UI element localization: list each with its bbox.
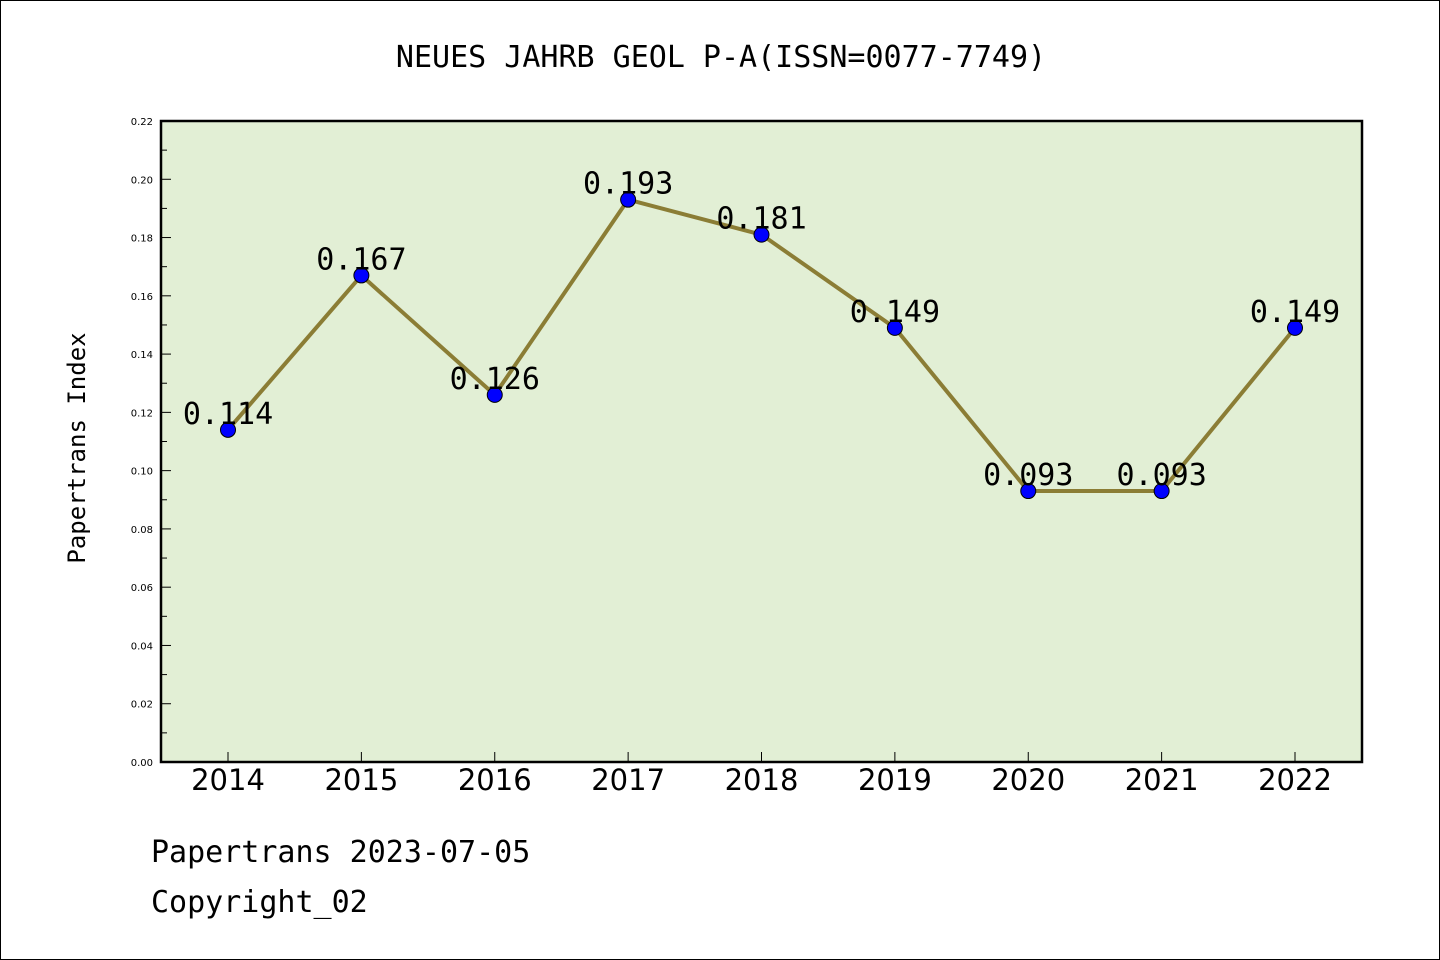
data-labels: 0.114 0.167 0.126 0.193 0.181 0.149 0.093 0.093… — [183, 167, 1340, 493]
y-tick-label: 0.22 — [131, 117, 153, 128]
y-tick-label: 0.04 — [131, 641, 153, 652]
data-point — [1287, 319, 1303, 336]
y-tick-label: 0.10 — [131, 467, 153, 478]
y-tick-label: 0.20 — [131, 175, 153, 186]
data-label: 0.149 — [1250, 295, 1340, 330]
data-point — [886, 319, 903, 336]
y-tick-label: 0.02 — [131, 700, 153, 711]
data-point — [1020, 483, 1037, 500]
x-tick-label: 2020 — [991, 763, 1065, 797]
y-axis-label: Papertrans Index — [63, 332, 91, 563]
y-tick-label: 0.00 — [131, 758, 153, 769]
chart-title: NEUES JAHRB GEOL P-A(ISSN=0077-7749) — [396, 40, 1046, 75]
data-label: 0.149 — [850, 295, 940, 330]
x-tick-label: 2016 — [458, 763, 532, 797]
x-tick-label: 2019 — [858, 763, 932, 797]
data-label: 0.193 — [583, 167, 673, 202]
y-tick-label: 0.06 — [131, 583, 153, 594]
data-point — [1153, 483, 1170, 500]
x-tick-label: 2014 — [191, 763, 265, 797]
x-tick-label: 2021 — [1125, 763, 1199, 797]
x-tick-label: 2017 — [591, 763, 665, 797]
data-label: 0.126 — [450, 362, 540, 397]
footer-copyright-text: Copyright_02 — [151, 885, 368, 920]
y-tick-label: 0.16 — [131, 292, 153, 303]
data-point — [220, 421, 236, 438]
x-tick-label: 2015 — [324, 763, 398, 797]
x-tick-label: 2022 — [1258, 763, 1332, 797]
data-point — [353, 267, 370, 284]
x-tick-label: 2018 — [725, 763, 799, 797]
data-label: 0.181 — [716, 202, 806, 237]
axis-ticks: 0.00 0.02 0.04 0.06 0.08 0.10 0.12 0.14 0.16 0.18… — [131, 117, 1332, 797]
y-tick-label: 0.12 — [131, 408, 153, 419]
data-label: 0.093 — [1116, 458, 1206, 493]
series-layer — [220, 191, 1303, 500]
data-label: 0.093 — [983, 458, 1073, 493]
y-tick-label: 0.18 — [131, 234, 153, 245]
y-tick-label: 0.08 — [131, 525, 153, 536]
y-tick-label: 0.14 — [131, 350, 153, 361]
plot-frame — [159, 119, 1364, 764]
data-point — [486, 386, 503, 403]
footer-date-text: Papertrans 2023-07-05 — [151, 835, 531, 870]
data-point — [753, 226, 770, 243]
data-label: 0.114 — [183, 397, 273, 432]
data-label: 0.167 — [316, 242, 406, 277]
data-point — [620, 191, 637, 208]
